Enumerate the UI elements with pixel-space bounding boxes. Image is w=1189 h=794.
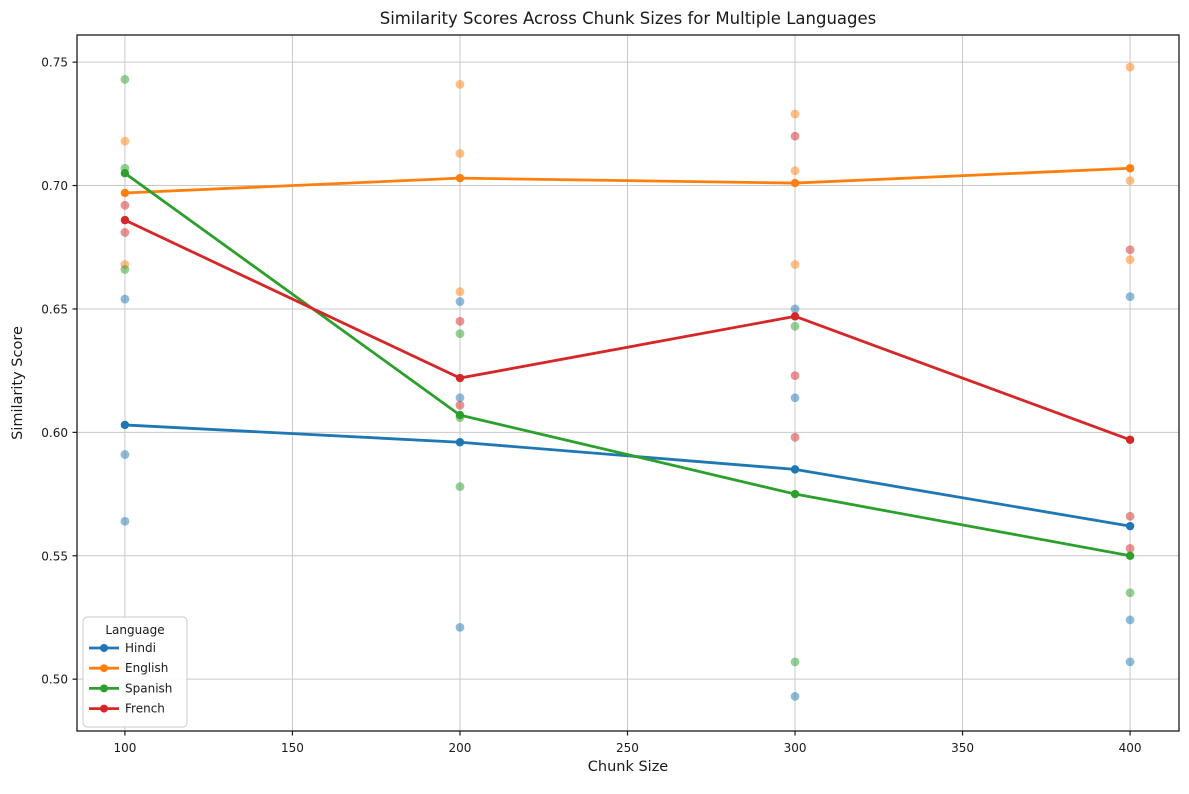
y-tick-label: 0.50: [41, 673, 68, 687]
scatter-point-french: [455, 316, 465, 326]
legend-title: Language: [105, 623, 164, 637]
series-marker-spanish: [120, 169, 130, 178]
scatter-point-hindi: [790, 393, 800, 403]
plot-border: [76, 34, 1180, 732]
x-tick-label: 250: [616, 741, 639, 755]
series-line-english: [123, 166, 1132, 195]
scatter-point-french: [1125, 245, 1135, 255]
series-marker-hindi: [120, 420, 130, 430]
series-marker-french: [455, 373, 465, 383]
scatter-point-hindi: [1125, 615, 1135, 625]
scatter-point-hindi: [1125, 292, 1135, 302]
series-marker-hindi: [790, 465, 800, 474]
scatter-point-english: [1125, 255, 1135, 264]
x-axis-label: Chunk Size: [588, 759, 669, 775]
scatter-point-hindi: [790, 692, 800, 701]
scatter-point-english: [120, 136, 130, 146]
series-marker-hindi: [1125, 521, 1135, 531]
x-tick-label: 400: [1119, 741, 1142, 755]
scatter-point-hindi: [455, 622, 465, 632]
scatter-point-hindi: [790, 304, 800, 314]
scatter-point-hindi: [455, 393, 465, 403]
scatter-point-french: [790, 131, 800, 141]
y-tick-label: 0.65: [41, 302, 68, 316]
legend-marker-spanish: [100, 684, 108, 693]
scatter-point-english: [1125, 62, 1135, 72]
series-marker-english: [455, 173, 465, 183]
scatter-point-french: [120, 200, 130, 210]
chart-title: Similarity Scores Across Chunk Sizes for…: [380, 9, 876, 28]
x-tick-label: 150: [281, 741, 304, 755]
scatter-point-hindi: [120, 294, 130, 304]
scatter-point-hindi: [455, 297, 465, 306]
series-line-french: [123, 218, 1132, 442]
scatter-point-spanish: [455, 482, 465, 492]
x-tick-label: 350: [951, 741, 974, 755]
scatter-point-french: [1125, 543, 1135, 553]
scatter-point-english: [790, 166, 800, 176]
series-marker-french: [790, 312, 800, 321]
scatter-point-english: [790, 260, 800, 269]
y-tick-label: 0.70: [41, 179, 68, 193]
series-line-spanish: [123, 171, 1132, 558]
legend-label-english: English: [125, 661, 168, 675]
legend-box: [82, 616, 188, 728]
x-tick-label: 100: [113, 741, 136, 755]
scatter-point-french: [1125, 511, 1135, 521]
legend-marker-hindi: [100, 644, 108, 652]
scatter-point-english: [790, 109, 800, 119]
scatter-point-spanish: [790, 657, 800, 667]
legend-marker-french: [100, 704, 108, 713]
x-tick-label: 300: [784, 741, 807, 755]
scatter-point-french: [455, 400, 465, 410]
y-tick-label: 0.55: [41, 549, 68, 563]
scatter-point-english: [455, 287, 465, 297]
scatter-point-hindi: [120, 450, 130, 459]
scatter-point-english: [1125, 176, 1135, 186]
series-marker-spanish: [1125, 551, 1135, 560]
scatter-point-hindi: [1125, 657, 1135, 667]
scatter-point-spanish: [120, 75, 130, 84]
series-marker-french: [120, 215, 130, 225]
legend-label-hindi: Hindi: [125, 641, 156, 655]
series-marker-spanish: [455, 410, 465, 420]
scatter-point-hindi: [120, 516, 130, 526]
scatter-point-spanish: [1125, 588, 1135, 598]
scatter-point-french: [120, 228, 130, 237]
scatter-point-english: [455, 79, 465, 89]
series-marker-english: [120, 188, 130, 198]
legend-marker-english: [100, 664, 108, 673]
legend-label-french: French: [125, 702, 165, 716]
scatter-point-spanish: [455, 329, 465, 339]
series-marker-hindi: [455, 438, 465, 447]
series-marker-spanish: [790, 489, 800, 499]
series-marker-english: [1125, 164, 1135, 173]
series-marker-english: [790, 178, 800, 188]
y-tick-label: 0.60: [41, 426, 68, 440]
legend-label-spanish: Spanish: [125, 681, 172, 695]
scatter-point-english: [455, 149, 465, 158]
y-tick-label: 0.75: [41, 56, 68, 70]
scatter-point-spanish: [790, 321, 800, 331]
x-tick-label: 200: [449, 741, 472, 755]
scatter-point-french: [790, 371, 800, 380]
scatter-point-french: [790, 432, 800, 442]
series-marker-french: [1125, 435, 1135, 444]
y-axis-label: Similarity Score: [10, 326, 26, 440]
scatter-point-spanish: [120, 265, 130, 274]
